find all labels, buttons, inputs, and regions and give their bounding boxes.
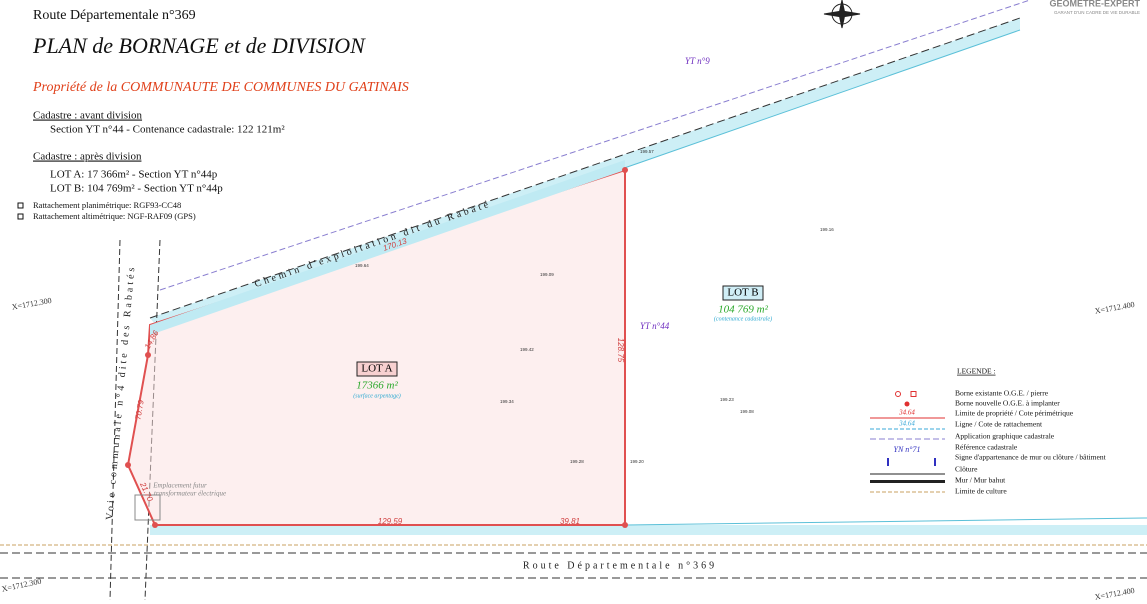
road-name: Voie communale n°4 dite des Rabatés xyxy=(104,264,137,520)
spot-height: 199.20 xyxy=(630,459,644,464)
compass xyxy=(824,0,860,28)
spot-height: 199.09 xyxy=(540,272,554,277)
route: Route Départementale n°369 xyxy=(33,8,196,23)
road-name: Route Départementale n°369 xyxy=(523,560,717,571)
legend-item: Limite de propriété / Cote périmétrique xyxy=(955,409,1074,418)
title: PLAN de BORNAGE et de DIVISION xyxy=(32,33,366,58)
company-tagline: GARANT D'UN CADRE DE VIE DURABLE xyxy=(1054,10,1140,15)
marker xyxy=(622,522,628,528)
legend-sample: 34.64 xyxy=(898,409,915,417)
note: Emplacement futur xyxy=(152,482,207,490)
parcel-ref: YT n°9 xyxy=(685,56,710,66)
coordinate: X=1712.300 xyxy=(1,577,42,594)
reference: Rattachement planimétrique: RGF93-CC48 xyxy=(33,200,181,210)
legend-symbol xyxy=(896,392,901,397)
page: { "header": { "route": "Route Départemen… xyxy=(0,0,1147,604)
marker xyxy=(125,462,131,468)
legend-title: LEGENDE : xyxy=(957,367,996,376)
legend-symbols xyxy=(870,392,945,493)
lot-area: 104 769 m² xyxy=(718,304,768,316)
parcel-ref: YT n°44 xyxy=(640,321,670,331)
legend-symbol xyxy=(911,392,916,397)
legend-symbol xyxy=(905,402,910,407)
cadastre-line: LOT A: 17 366m² - Section YT n°44p xyxy=(50,169,218,181)
spot-height: 199.34 xyxy=(500,399,514,404)
cadastre-heading: Cadastre : après division xyxy=(33,151,142,163)
legend-item: Signe d'appartenance de mur ou clôture /… xyxy=(955,453,1107,462)
cadastre-line: LOT B: 104 769m² - Section YT n°44p xyxy=(50,183,223,195)
dimension: 39.81 xyxy=(560,517,580,526)
spot-height: 199.57 xyxy=(640,149,654,154)
legend-sample: 34.64 xyxy=(898,420,915,428)
legend-symbol xyxy=(870,480,945,483)
spot-height: 199.08 xyxy=(740,409,754,414)
lot-a-boundary xyxy=(128,170,625,525)
cadastre-line: Section YT n°44 - Contenance cadastrale:… xyxy=(50,124,285,136)
lot-note: (surface arpentage) xyxy=(353,392,401,399)
compass-rose xyxy=(824,0,860,28)
checkbox xyxy=(18,203,23,208)
marker xyxy=(145,352,151,358)
owner: Propriété de la COMMUNAUTE DE COMMUNES D… xyxy=(32,80,409,95)
road-verge xyxy=(150,525,1147,535)
legend-item: Clôture xyxy=(955,465,978,474)
spot-height: 199.16 xyxy=(820,227,834,232)
lot-label: LOT B xyxy=(727,287,758,299)
coordinate: X=1712.300 xyxy=(11,296,52,312)
checkbox xyxy=(18,214,23,219)
lot-area: 17366 m² xyxy=(356,380,398,392)
legend-item: Borne nouvelle O.G.E. à implanter xyxy=(955,399,1060,408)
legend-item: Application graphique cadastrale xyxy=(955,432,1055,441)
note: transformateur électrique xyxy=(154,490,226,498)
dimension: 129.59 xyxy=(378,517,403,526)
lot-note: (contenance cadastrale) xyxy=(714,315,772,322)
cadastre-heading: Cadastre : avant division xyxy=(33,110,143,122)
legend-item: Mur / Mur bahut xyxy=(955,476,1006,485)
spot-height: 199.28 xyxy=(570,459,584,464)
spot-height: 199.64 xyxy=(355,263,369,268)
legend-item: Borne existante O.G.E. / pierre xyxy=(955,389,1049,398)
spot-height: 199.42 xyxy=(520,347,534,352)
lot-label: LOT A xyxy=(361,363,392,375)
coordinate: X=1712.400 xyxy=(1094,300,1135,316)
reference: Rattachement altimétrique: NGF-RAF09 (GP… xyxy=(33,211,196,221)
dimension: 128.75 xyxy=(616,338,625,363)
plan: Route Départementale n°369 PLAN de BORNA… xyxy=(0,0,1147,604)
legend-sample: YN n°71 xyxy=(894,445,921,454)
road-edge xyxy=(625,518,1147,525)
legend-item: Ligne / Cote de rattachement xyxy=(955,420,1043,429)
company: GEOMETRE-EXPERT xyxy=(1049,0,1140,8)
legend-item: Limite de culture xyxy=(955,487,1007,496)
legend-item: Référence cadastrale xyxy=(955,443,1018,452)
spot-height: 199.23 xyxy=(720,397,734,402)
coordinate: X=1712.400 xyxy=(1094,586,1135,602)
marker xyxy=(622,167,628,173)
marker xyxy=(152,522,158,528)
